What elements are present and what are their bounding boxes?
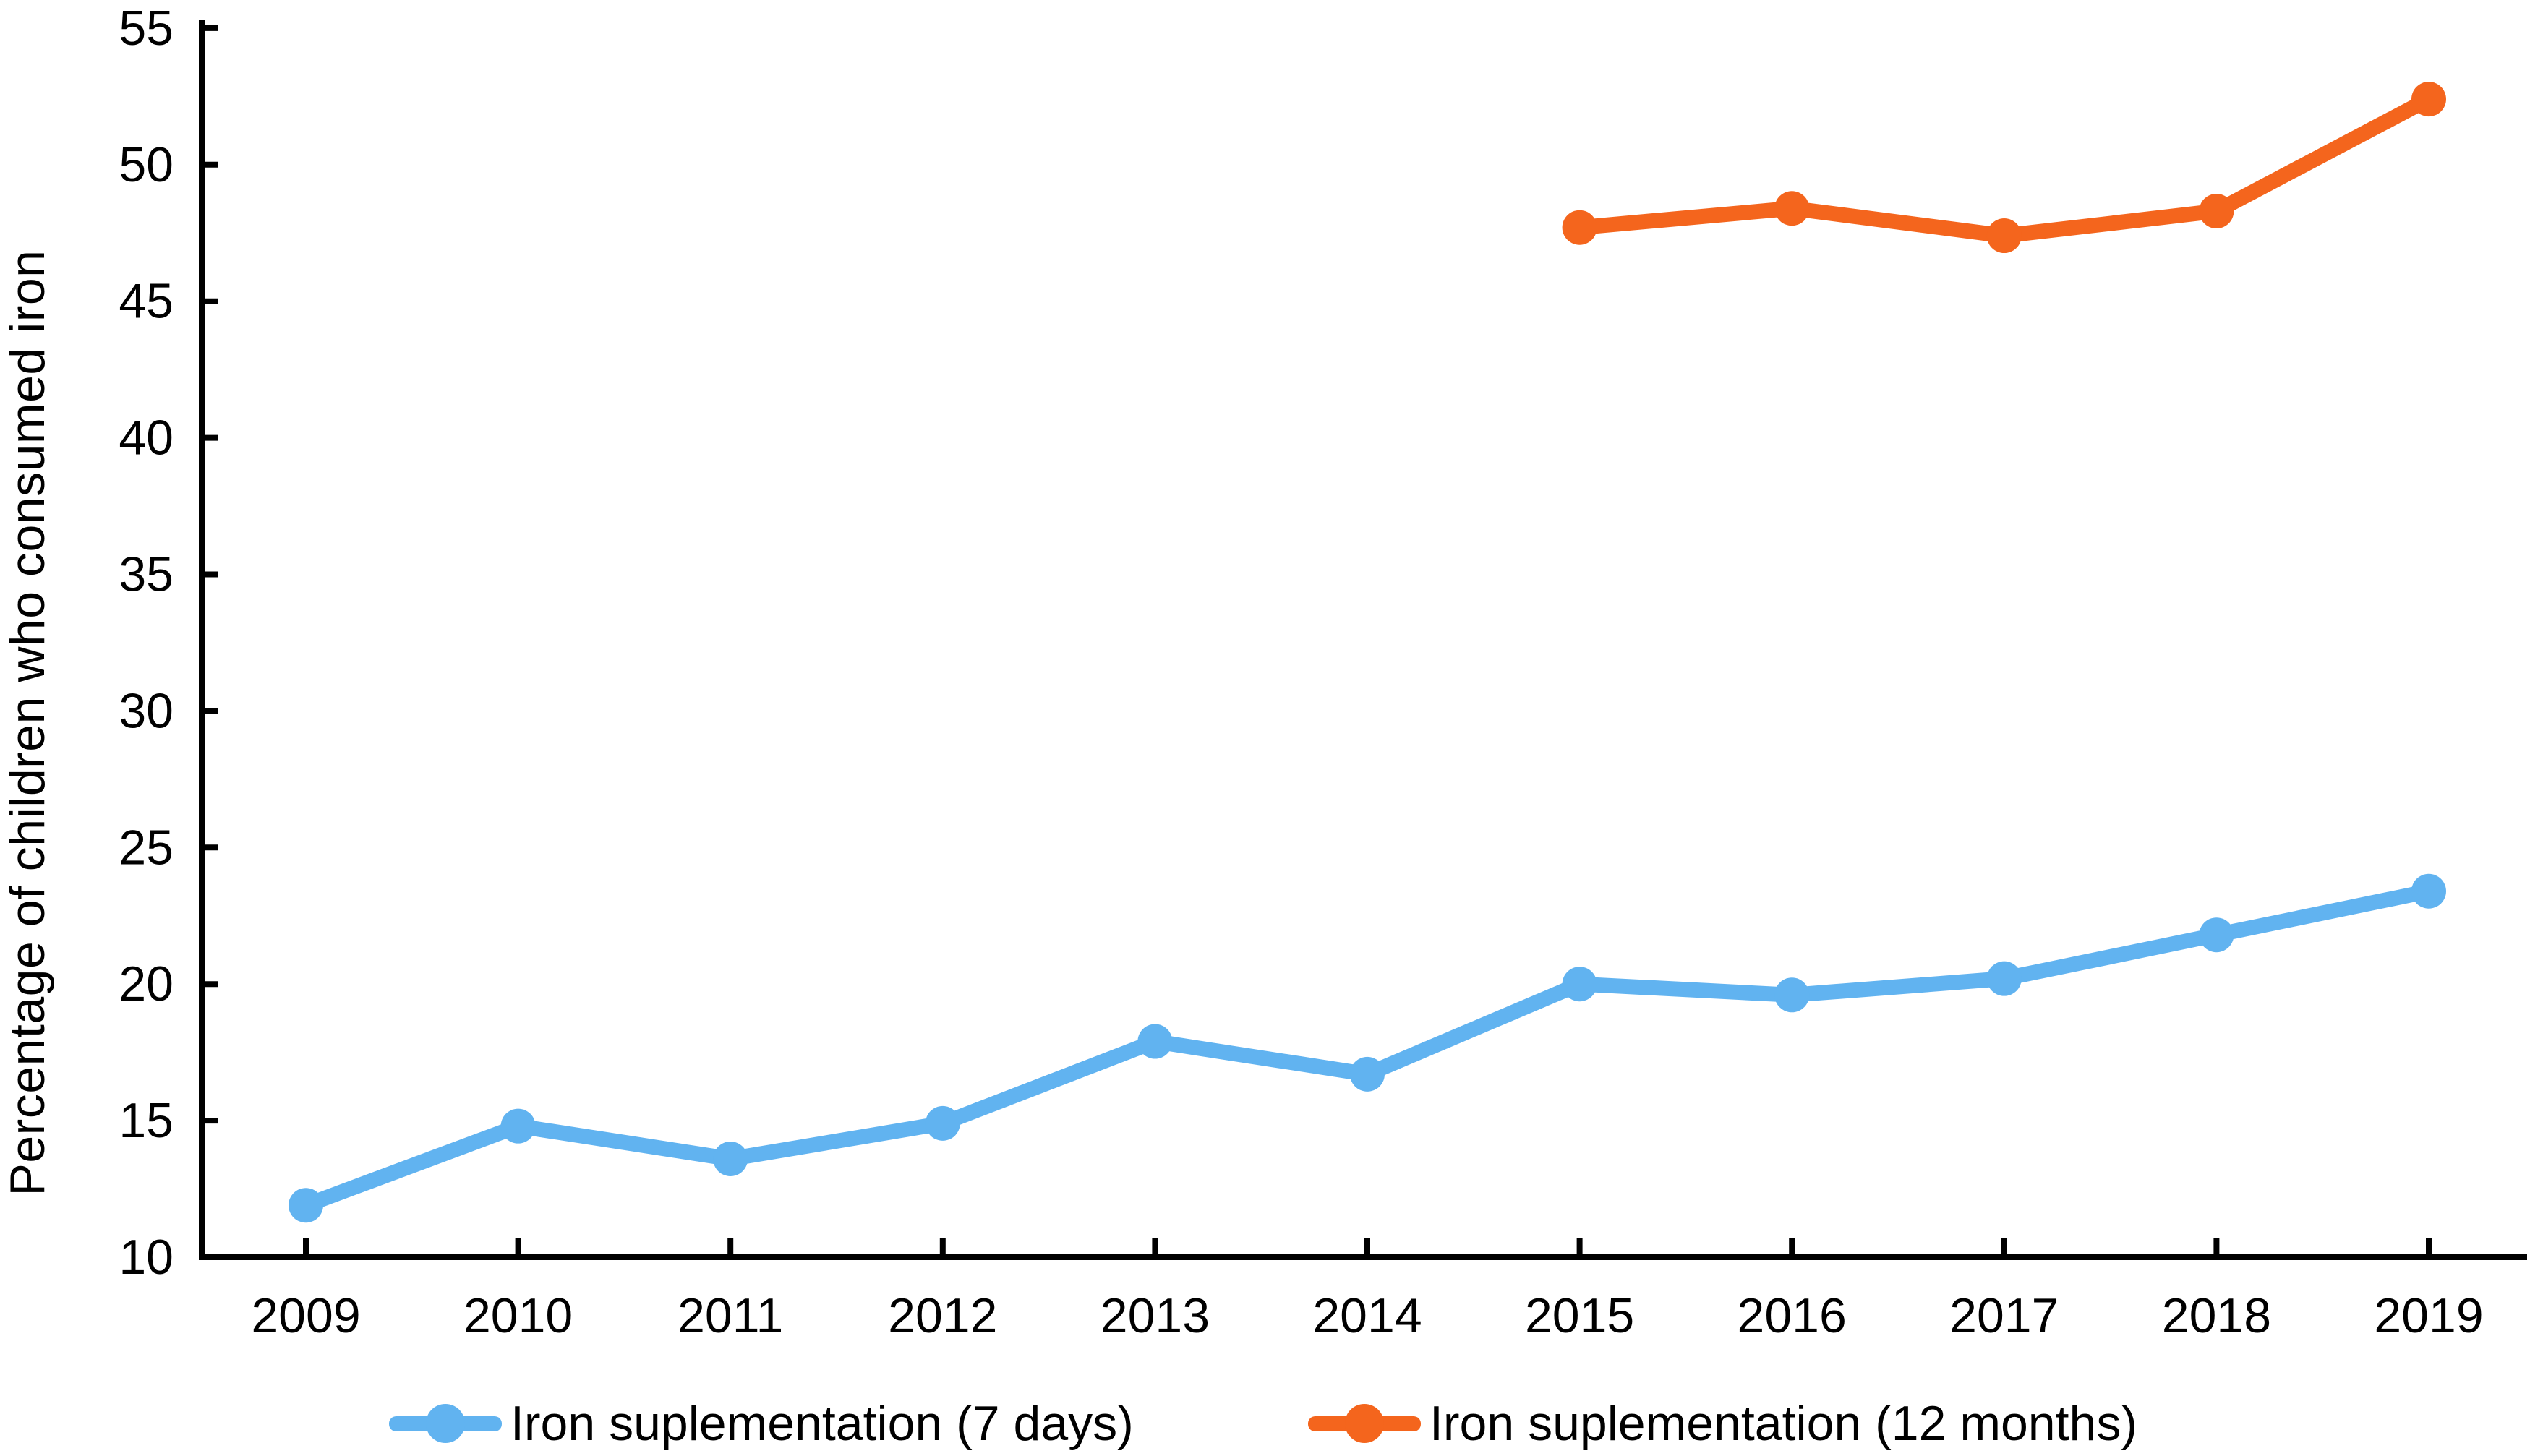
legend-marker-7-days-icon	[389, 1404, 502, 1443]
series-line-0	[298, 883, 2437, 1213]
legend-label-12-months: Iron suplementation (12 months)	[1429, 1396, 2137, 1451]
series-line-1	[1572, 91, 2437, 244]
y-tick-label: 15	[119, 1093, 174, 1148]
x-tick-label: 2012	[888, 1288, 997, 1343]
data-point-0-2017	[1986, 961, 2022, 996]
y-tick-label: 20	[119, 956, 174, 1011]
data-point-0-2015	[1562, 967, 1597, 1002]
data-point-0-2019	[2411, 873, 2446, 909]
x-tick-label: 2018	[2162, 1288, 2271, 1343]
y-tick-label: 25	[119, 820, 174, 875]
legend-item-7-days: Iron suplementation (7 days)	[389, 1392, 1134, 1455]
y-tick-label: 35	[119, 547, 174, 602]
x-tick-label: 2009	[251, 1288, 360, 1343]
y-tick-label: 10	[119, 1230, 174, 1285]
legend-marker-12-months-icon	[1308, 1404, 1421, 1443]
y-tick-label: 40	[119, 411, 174, 466]
y-tick-label: 30	[119, 683, 174, 738]
x-tick-label: 2016	[1738, 1288, 1847, 1343]
legend-label-7-days: Iron suplementation (7 days)	[510, 1396, 1134, 1451]
legend-item-12-months: Iron suplementation (12 months)	[1308, 1392, 2137, 1455]
y-tick-label: 50	[119, 137, 174, 192]
data-point-0-2014	[1350, 1056, 1385, 1092]
x-tick-label: 2017	[1949, 1288, 2059, 1343]
x-tick-label: 2013	[1101, 1288, 1210, 1343]
data-point-1-2016	[1774, 191, 1810, 226]
data-point-0-2010	[500, 1108, 536, 1144]
data-point-0-2011	[713, 1141, 748, 1176]
data-point-0-2016	[1774, 977, 1810, 1013]
x-tick-label: 2015	[1525, 1288, 1634, 1343]
data-point-1-2019	[2411, 82, 2446, 117]
data-point-1-2018	[2199, 194, 2234, 229]
data-point-1-2015	[1562, 210, 1597, 245]
x-tick-label: 2010	[463, 1288, 573, 1343]
x-tick-label: 2019	[2374, 1288, 2483, 1343]
y-tick-label: 45	[119, 274, 174, 329]
data-point-0-2012	[925, 1105, 960, 1141]
y-tick-label: 55	[119, 1, 174, 56]
data-point-1-2017	[1986, 218, 2022, 254]
y-axis-title: Percentage of children who consumed iron	[0, 249, 55, 1196]
x-tick-label: 2011	[678, 1288, 783, 1343]
data-point-0-2009	[289, 1188, 323, 1223]
x-tick-label: 2014	[1312, 1288, 1422, 1343]
data-point-0-2013	[1137, 1024, 1173, 1059]
data-point-0-2018	[2199, 917, 2234, 953]
